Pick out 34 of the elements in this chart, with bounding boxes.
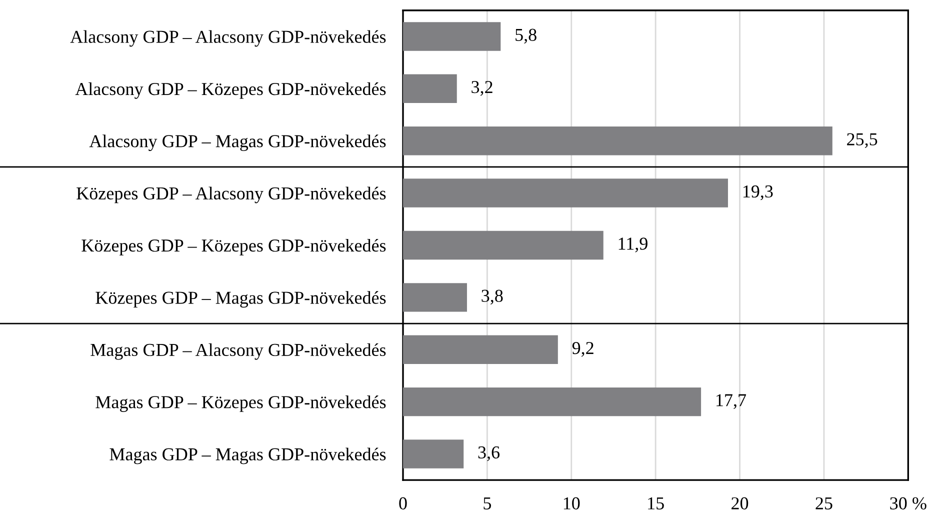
bar: [402, 335, 558, 364]
data-label: 9,2: [572, 342, 594, 357]
y-tick-label: Közepes GDP – Alacsony GDP-növekedés: [76, 186, 386, 204]
x-tick-label: 10: [564, 497, 580, 510]
y-tick-label: Alacsony GDP – Közepes GDP-növekedés: [75, 82, 386, 99]
bar: [402, 178, 728, 208]
bar: [402, 126, 832, 156]
bar: [402, 387, 702, 416]
data-label: 11,9: [618, 238, 648, 252]
data-label: 5,8: [516, 28, 536, 44]
bar: [402, 283, 467, 312]
y-tick-label: Közepes GDP – Magas GDP-növekedés: [96, 291, 386, 308]
y-tick-label: Magas GDP – Magas GDP-növekedés: [110, 448, 386, 464]
x-tick-label: 25: [816, 497, 832, 510]
x-tick-label: 5: [484, 497, 491, 510]
data-label: 25,5: [847, 133, 878, 148]
data-label: 19,3: [743, 185, 773, 200]
y-tick-label: Közepes GDP – Közepes GDP-növekedés: [82, 238, 386, 256]
data-label: 3,2: [472, 81, 492, 96]
y-tick-label: Magas GDP – Közepes GDP-növekedés: [96, 396, 386, 412]
bar: [402, 440, 464, 468]
y-tick-label: Alacsony GDP – Alacsony GDP-növekedés: [70, 30, 386, 47]
data-label: 17,7: [716, 394, 746, 409]
x-tick-label: 20: [732, 497, 748, 510]
x-tick-label: 15: [648, 497, 664, 510]
data-label: 3,8: [482, 290, 503, 305]
y-tick-label: Magas GDP – Alacsony GDP-növekedés: [90, 343, 386, 360]
bar: [402, 22, 501, 51]
x-tick-label: 0: [399, 497, 407, 510]
x-tick-label: 30 %: [890, 497, 926, 510]
y-tick-label: Alacsony GDP – Magas GDP-növekedés: [89, 134, 386, 152]
bar: [402, 230, 604, 260]
bar: [402, 74, 457, 104]
data-label: 3,6: [478, 446, 500, 462]
